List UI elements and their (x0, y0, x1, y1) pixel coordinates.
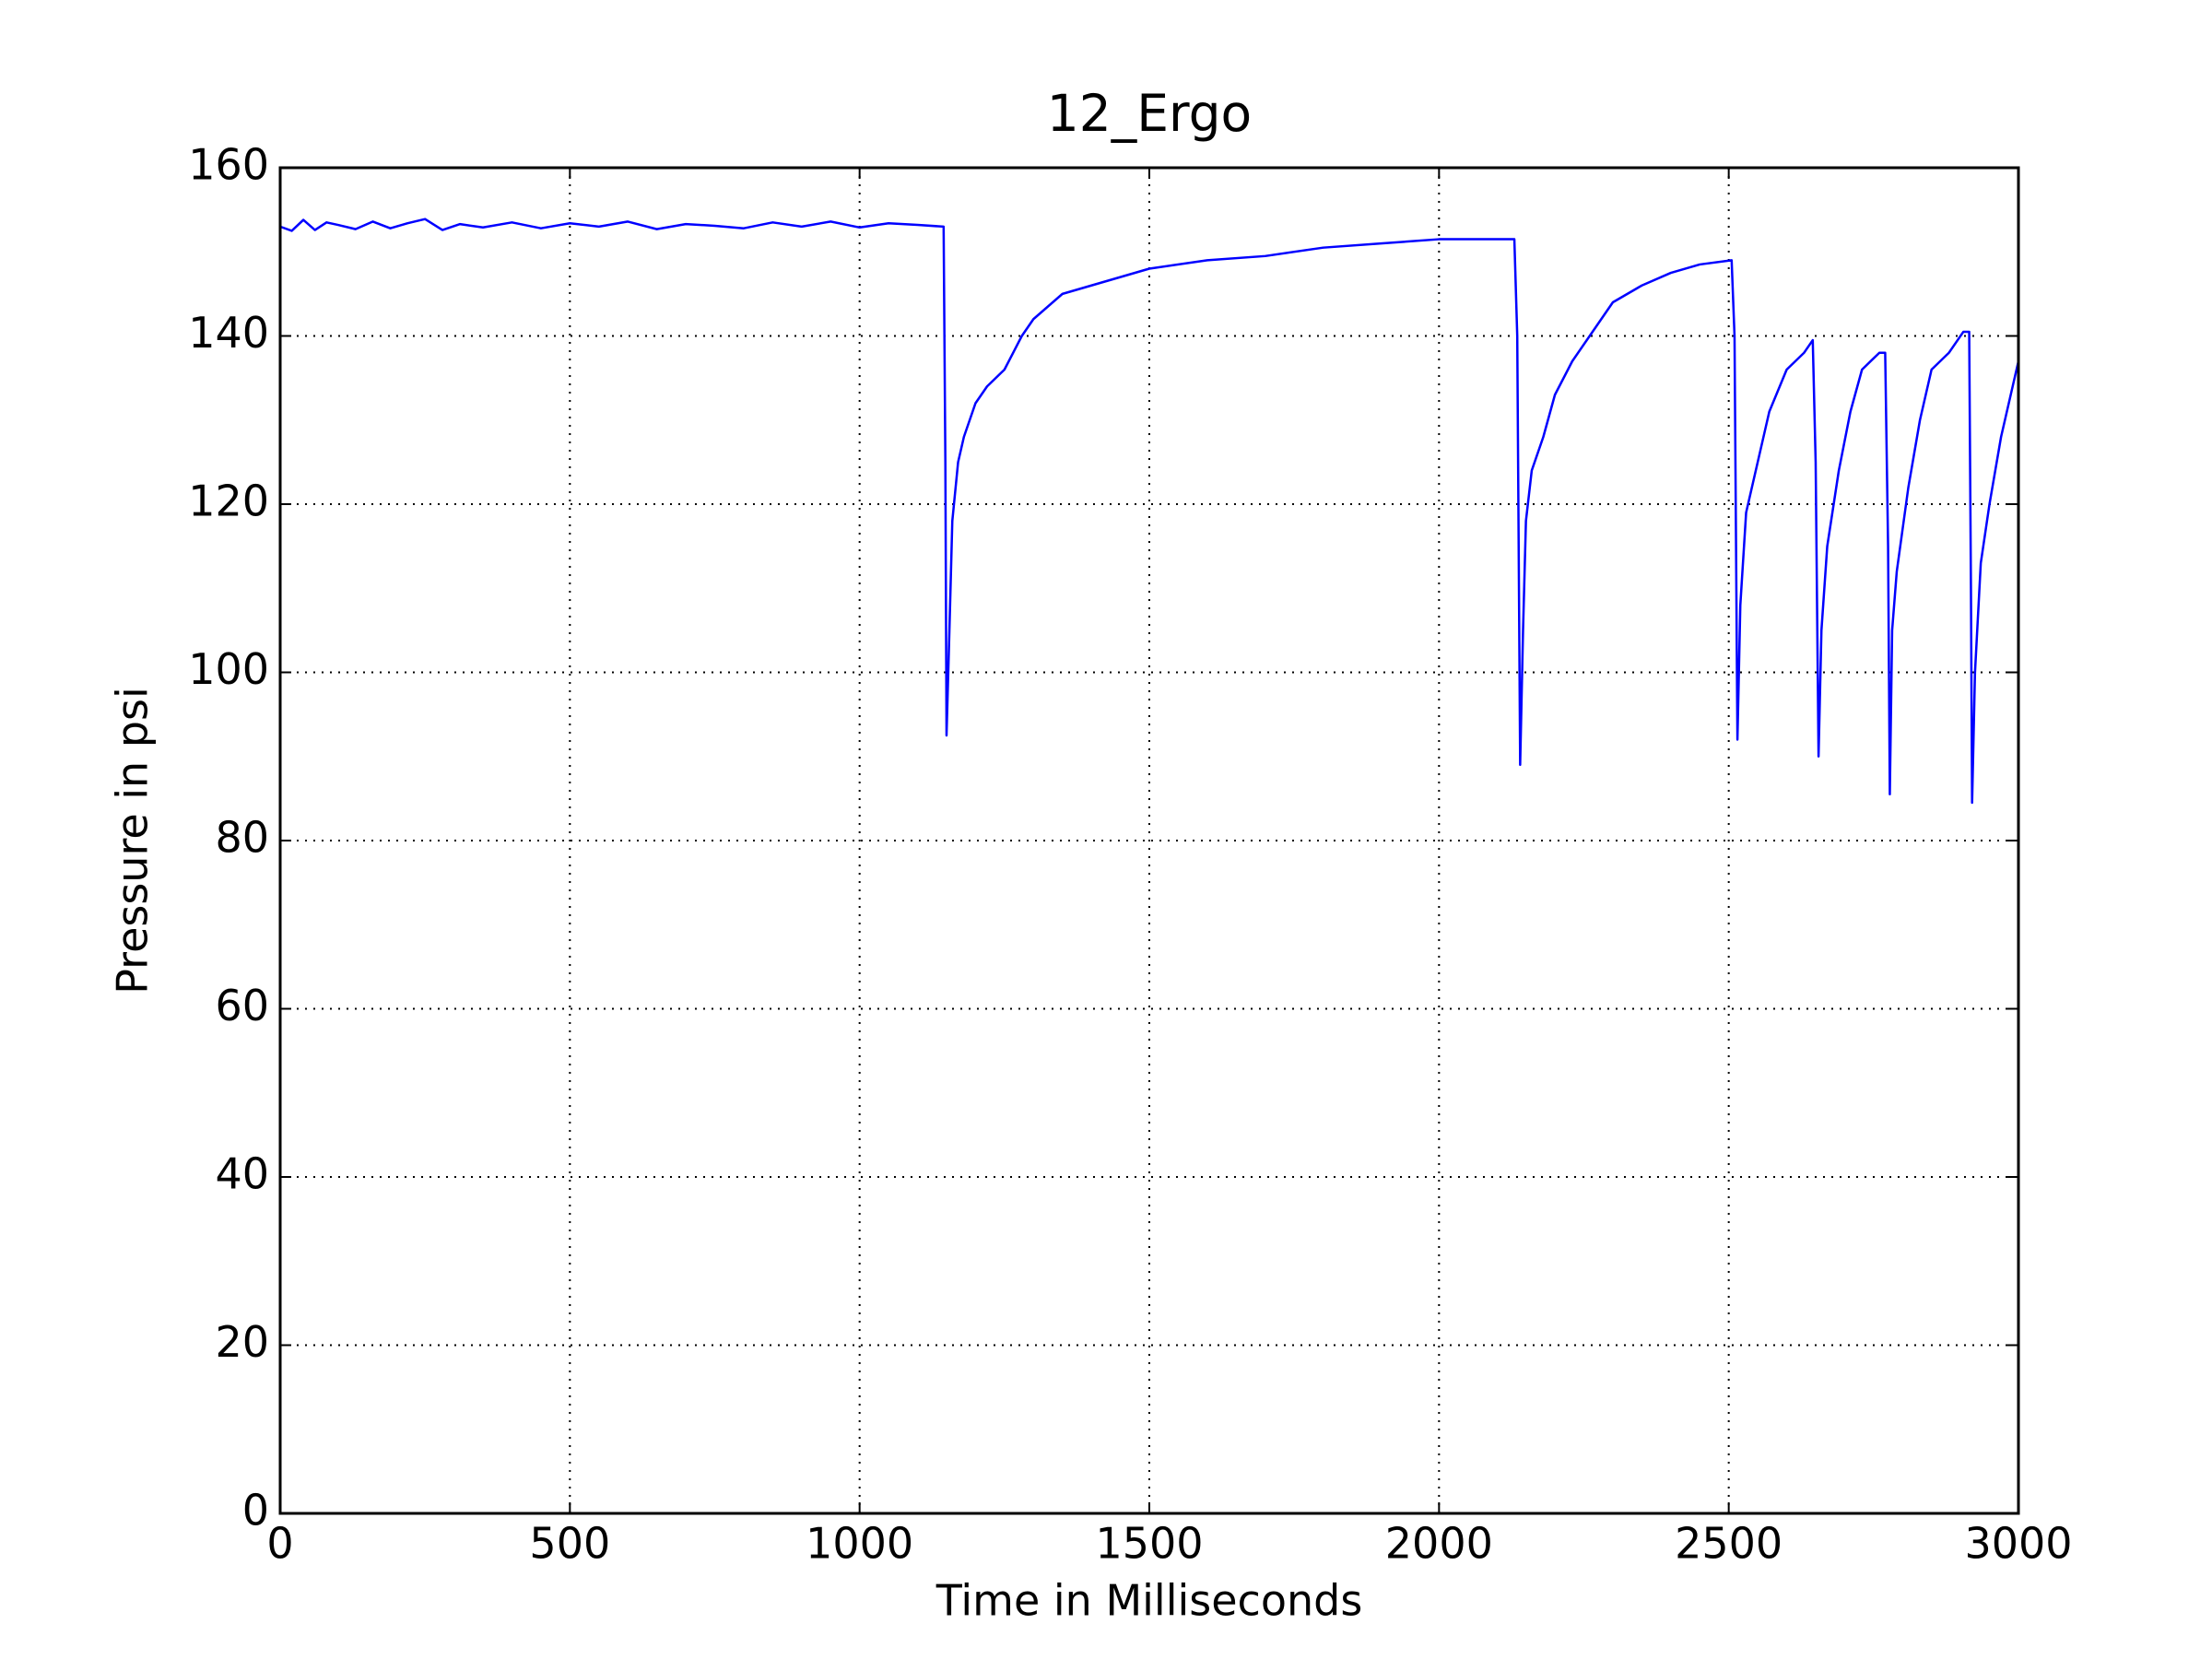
y-axis-label: Pressure in psi (108, 687, 158, 994)
y-tick-label: 140 (188, 308, 269, 358)
x-tick-label: 2000 (1385, 1519, 1493, 1569)
y-tick-label: 20 (215, 1317, 269, 1367)
x-tick-label: 500 (529, 1519, 610, 1569)
y-tick-label: 80 (215, 813, 269, 863)
y-tick-label: 40 (215, 1149, 269, 1199)
x-tick-label: 1500 (1095, 1519, 1203, 1569)
x-axis-label: Time in Milliseconds (935, 1576, 1363, 1626)
x-tick-label: 2500 (1675, 1519, 1783, 1569)
y-tick-label: 60 (215, 981, 269, 1030)
y-tick-label: 160 (188, 140, 269, 190)
x-tick-label: 0 (266, 1519, 293, 1569)
chart-title: 12_Ergo (1047, 84, 1252, 143)
y-tick-label: 100 (188, 644, 269, 694)
y-tick-label: 120 (188, 477, 269, 526)
x-tick-label: 1000 (806, 1519, 913, 1569)
data-line (279, 218, 2020, 805)
x-tick-label: 3000 (1964, 1519, 2072, 1569)
plot-frame (278, 166, 2020, 1515)
y-tick-label: 0 (242, 1486, 269, 1535)
